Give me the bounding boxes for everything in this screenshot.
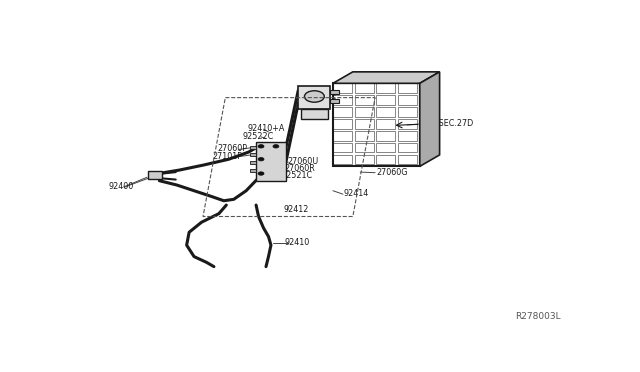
Bar: [301, 109, 328, 119]
Bar: [376, 154, 396, 164]
Text: 92400: 92400: [109, 182, 134, 191]
Bar: [355, 95, 374, 105]
Bar: [376, 119, 396, 129]
Bar: [330, 90, 339, 94]
Text: R278003L: R278003L: [515, 312, 561, 321]
Bar: [333, 119, 352, 129]
Bar: [250, 161, 256, 164]
Bar: [376, 95, 396, 105]
Bar: [398, 107, 417, 117]
Text: 92410+A: 92410+A: [248, 124, 285, 133]
Text: 27060P: 27060P: [217, 144, 247, 153]
Text: 92414: 92414: [344, 189, 369, 198]
Bar: [398, 119, 417, 129]
Bar: [250, 154, 256, 156]
Bar: [330, 99, 339, 103]
Circle shape: [258, 157, 264, 161]
Text: 27101F: 27101F: [212, 152, 242, 161]
Bar: [398, 142, 417, 153]
Text: 92410: 92410: [285, 238, 310, 247]
Bar: [355, 142, 374, 153]
Bar: [355, 83, 374, 93]
Bar: [355, 119, 374, 129]
Bar: [333, 131, 352, 141]
Text: 27060G: 27060G: [376, 168, 408, 177]
Text: 27065E: 27065E: [306, 95, 337, 104]
Text: 92522C: 92522C: [243, 132, 274, 141]
Bar: [298, 86, 330, 109]
Text: 27060U: 27060U: [287, 157, 319, 166]
Polygon shape: [420, 72, 440, 166]
Bar: [398, 95, 417, 105]
Bar: [256, 142, 286, 181]
Bar: [376, 142, 396, 153]
Bar: [355, 154, 374, 164]
Bar: [250, 146, 256, 149]
Bar: [376, 107, 396, 117]
Bar: [333, 154, 352, 164]
Bar: [376, 131, 396, 141]
Bar: [376, 83, 396, 93]
Bar: [148, 171, 163, 179]
Circle shape: [258, 145, 264, 148]
Bar: [333, 83, 352, 93]
Text: 92521C: 92521C: [282, 171, 312, 180]
Bar: [333, 83, 420, 166]
Bar: [355, 131, 374, 141]
Bar: [398, 154, 417, 164]
Circle shape: [273, 145, 279, 148]
Bar: [355, 107, 374, 117]
Circle shape: [305, 91, 324, 102]
Bar: [398, 83, 417, 93]
Bar: [333, 95, 352, 105]
Bar: [250, 169, 256, 172]
Bar: [333, 107, 352, 117]
Bar: [333, 142, 352, 153]
Text: 27060R: 27060R: [285, 164, 316, 173]
Text: 92412: 92412: [284, 205, 308, 214]
Polygon shape: [333, 72, 440, 83]
Circle shape: [258, 172, 264, 175]
Bar: [398, 131, 417, 141]
Text: SEE SEC.27D: SEE SEC.27D: [421, 119, 474, 128]
